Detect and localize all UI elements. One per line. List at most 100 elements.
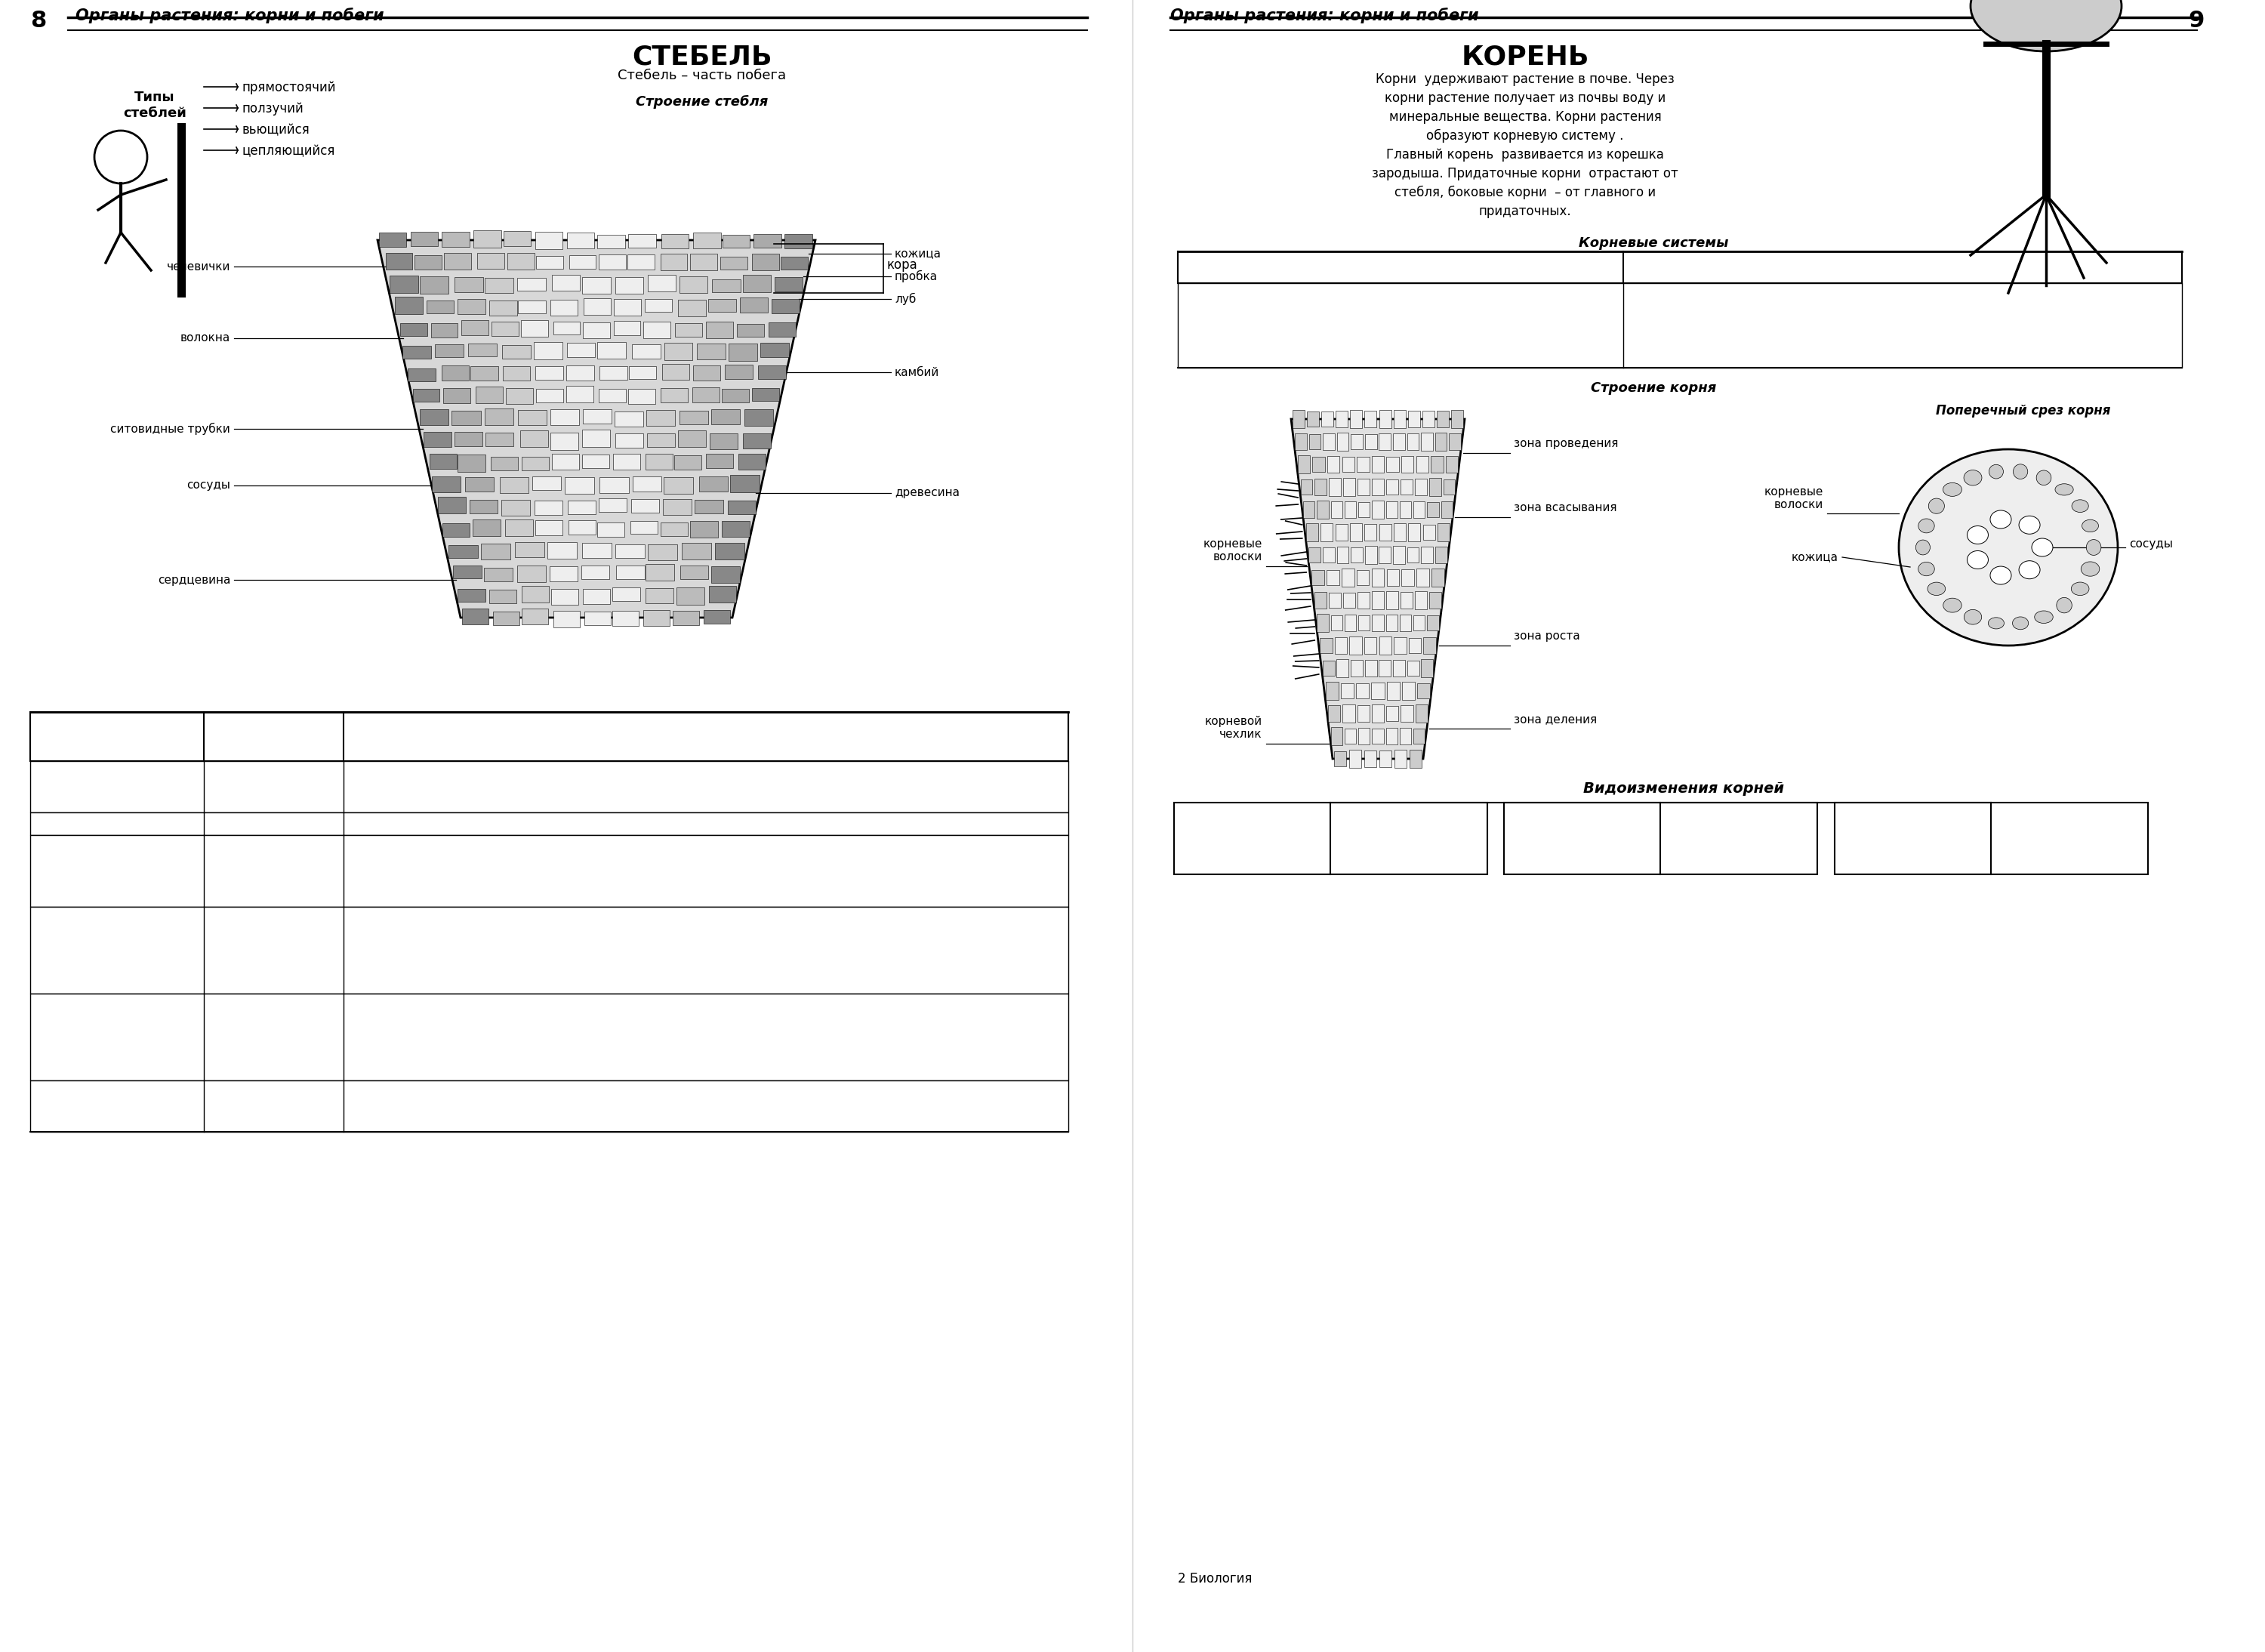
Text: сердцевина: сердцевина <box>34 1084 104 1095</box>
Bar <box>485 278 514 292</box>
Ellipse shape <box>2018 515 2041 534</box>
Bar <box>646 299 673 312</box>
Bar <box>709 585 736 603</box>
Bar <box>720 258 747 269</box>
Bar <box>784 235 813 249</box>
Bar <box>566 233 593 248</box>
Ellipse shape <box>1943 482 1961 496</box>
Text: 2 Биология: 2 Биология <box>1178 1573 1253 1586</box>
Bar <box>442 524 469 537</box>
Bar <box>691 520 718 539</box>
Ellipse shape <box>1916 540 1930 555</box>
Bar <box>1402 456 1413 472</box>
Bar <box>378 233 405 248</box>
Text: зона всасывания: зона всасывания <box>1513 502 1617 514</box>
Bar <box>462 320 489 335</box>
Bar <box>480 544 510 560</box>
Bar <box>1350 410 1361 428</box>
Text: (двулетние растения:: (двулетние растения: <box>1264 834 1398 844</box>
Bar <box>1400 615 1411 631</box>
Bar <box>627 254 655 269</box>
Bar <box>680 276 707 294</box>
Ellipse shape <box>2014 616 2029 629</box>
Bar <box>1416 456 1429 472</box>
Text: стебля, боковые корни  – от главного и: стебля, боковые корни – от главного и <box>1395 185 1656 200</box>
Bar <box>768 322 795 337</box>
Ellipse shape <box>2057 598 2072 613</box>
Bar <box>643 322 670 339</box>
Bar <box>745 410 772 426</box>
Bar <box>414 256 442 269</box>
Text: основная,
механическая,
проводящая: основная, механическая, проводящая <box>208 998 294 1036</box>
Text: Структурная
часть стебля: Структурная часть стебля <box>77 715 156 740</box>
Bar <box>516 565 546 582</box>
Bar <box>1373 705 1384 722</box>
Bar <box>1413 616 1425 631</box>
Text: зона проведения: зона проведения <box>1513 438 1617 449</box>
Bar <box>1364 750 1377 767</box>
Bar <box>1364 411 1377 428</box>
Bar <box>444 388 471 403</box>
Bar <box>569 254 596 269</box>
Ellipse shape <box>2032 539 2052 557</box>
Bar <box>521 608 548 624</box>
Bar <box>1334 638 1348 654</box>
Bar <box>582 322 609 339</box>
Bar <box>781 258 809 269</box>
Bar <box>1327 456 1339 472</box>
Bar <box>1422 411 1434 428</box>
Bar <box>616 433 643 448</box>
Text: древесина

(сосуды
древесины): древесина (сосуды древесины) <box>34 998 102 1047</box>
Bar <box>1178 282 2181 368</box>
Bar <box>469 344 496 357</box>
Bar <box>1441 502 1452 517</box>
Bar <box>1427 502 1438 517</box>
Text: Поперечный срез корня: Поперечный срез корня <box>1937 405 2111 418</box>
Bar <box>582 565 609 578</box>
Bar <box>519 301 546 314</box>
Bar <box>1293 410 1305 428</box>
Bar <box>1325 682 1339 700</box>
Bar <box>1416 568 1429 586</box>
Bar <box>1343 704 1354 722</box>
Bar <box>550 301 578 316</box>
Ellipse shape <box>2036 471 2052 486</box>
Bar <box>535 501 562 515</box>
Bar <box>600 367 627 380</box>
Bar <box>582 278 612 294</box>
Bar <box>1393 524 1407 540</box>
Bar <box>455 433 482 446</box>
Bar <box>675 456 702 469</box>
Bar <box>1327 705 1341 722</box>
Bar <box>1402 570 1413 586</box>
Bar <box>1359 729 1370 745</box>
Bar <box>646 410 675 426</box>
Bar <box>553 454 580 469</box>
Bar <box>458 299 485 314</box>
Bar <box>1302 501 1314 519</box>
Bar <box>1379 659 1391 677</box>
Bar <box>1427 616 1438 631</box>
Bar <box>711 410 741 425</box>
Bar <box>1320 638 1332 654</box>
Bar <box>1327 570 1339 585</box>
Bar <box>677 299 707 317</box>
Bar <box>494 611 519 626</box>
Bar <box>775 278 802 291</box>
Bar <box>1443 479 1454 494</box>
Bar <box>727 501 757 514</box>
Bar <box>437 497 467 514</box>
Bar <box>550 433 578 449</box>
Text: Функции: Функции <box>680 715 734 727</box>
Bar <box>1420 547 1434 563</box>
Text: проведение растворов органических веществ
(нисходящий ток)
придают растению проч: проведение растворов органических вещест… <box>347 839 618 877</box>
Bar <box>1336 547 1348 563</box>
Bar <box>535 231 562 249</box>
Bar <box>1357 479 1370 496</box>
Bar <box>643 611 670 626</box>
Bar <box>598 342 625 358</box>
Bar <box>632 476 661 492</box>
Bar <box>700 477 727 491</box>
Bar <box>1429 477 1441 496</box>
Bar <box>709 433 738 449</box>
